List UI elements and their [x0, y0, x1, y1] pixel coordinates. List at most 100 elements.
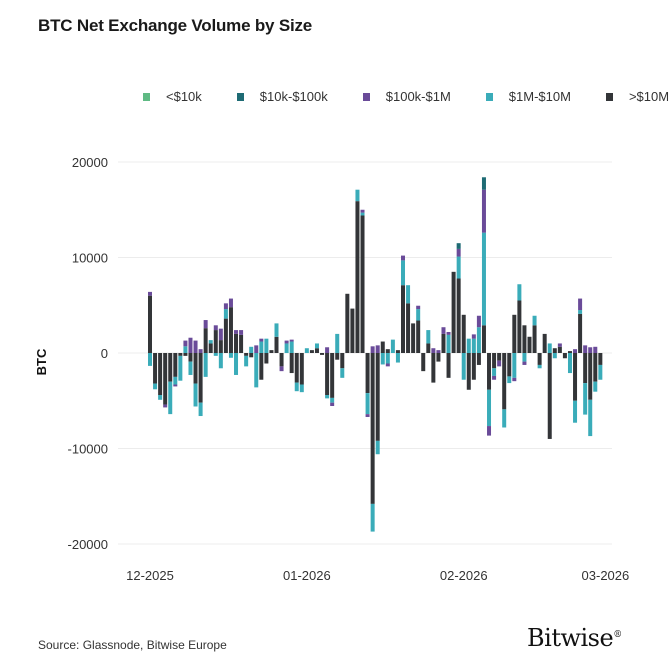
bar-segment [522, 361, 527, 365]
bar-segment [365, 353, 370, 394]
bar-segment [218, 353, 223, 369]
bar-segment [289, 339, 294, 342]
bar-segment [390, 339, 395, 353]
bar-segment [401, 260, 405, 286]
bar-segment [330, 397, 335, 403]
bar-segment [173, 384, 178, 387]
bar-segment [557, 343, 562, 347]
bar-segment [254, 345, 259, 353]
bar-segment [289, 341, 294, 353]
bar-segment [401, 255, 405, 261]
bar-segment [178, 353, 183, 356]
bar-segment [512, 314, 517, 353]
bar-segment [426, 330, 431, 344]
bar-segment [512, 353, 517, 378]
bar-segment [416, 320, 421, 353]
bar-segment [148, 295, 152, 353]
legend-item: >$10M [605, 89, 669, 104]
bar-segment [274, 323, 279, 337]
bar-segment [279, 366, 284, 372]
bar-segment [259, 341, 264, 353]
bar-segment [583, 383, 588, 415]
y-tick-label: 20000 [72, 155, 108, 170]
bar-segment [593, 381, 598, 392]
bar-segment [370, 346, 375, 353]
bar-segment [249, 346, 254, 353]
bar-segment [178, 355, 183, 381]
legend-item: <$10k [143, 89, 202, 104]
bar-segment [163, 404, 168, 408]
bar-segment [183, 353, 188, 356]
bar-segment [360, 209, 365, 213]
bar-segment [198, 402, 203, 417]
bar-segment [193, 383, 198, 407]
x-tick-label: 01-2026 [283, 568, 331, 583]
bar-segment [168, 353, 173, 382]
bar-segment [163, 353, 168, 405]
bar-segment [153, 353, 158, 384]
bar-segment [578, 313, 583, 353]
bar-segment [456, 256, 461, 279]
bar-segment [375, 353, 380, 441]
bar-segment [264, 338, 269, 353]
bar-segment [481, 177, 486, 190]
bar-segment [507, 353, 512, 377]
bar-segment [360, 212, 365, 216]
bar-segment [416, 305, 421, 310]
bar-segment [552, 348, 557, 353]
bar-segment [269, 350, 274, 353]
bar-segment [436, 353, 441, 362]
bar-segment [547, 343, 552, 353]
bitwise-logo: Bitwise® [527, 624, 622, 652]
legend-label: <$10k [166, 89, 202, 104]
bar-segment [446, 353, 451, 378]
bar-segment [330, 402, 335, 407]
bar-segment [481, 232, 486, 326]
y-tick-label: -10000 [68, 442, 108, 457]
bar-segment [325, 347, 330, 353]
bar-segment [264, 353, 269, 364]
bar-segment [456, 278, 461, 353]
bar-segment [385, 363, 390, 367]
bar-segment [578, 298, 583, 311]
bar-segment [254, 353, 259, 388]
bar-segment [299, 353, 304, 385]
bar-segment [502, 353, 507, 410]
bar-segment [476, 353, 481, 365]
bar-segment [193, 340, 198, 353]
bar-segment [456, 248, 461, 257]
bar-segment [208, 343, 213, 353]
bar-segment [416, 309, 421, 321]
y-axis-label: BTC [34, 348, 49, 375]
legend-label: $100k-$1M [385, 89, 451, 104]
bar-segment [325, 395, 330, 399]
bar-segment [355, 189, 360, 202]
bar-segment [532, 325, 537, 353]
bar-segment [188, 353, 193, 362]
bar-segment [183, 340, 188, 347]
bar-segment [446, 334, 451, 353]
bar-segment [213, 325, 218, 331]
bar-segment [304, 348, 309, 353]
legend-swatch [605, 92, 613, 101]
bar-segment [431, 353, 436, 383]
bar-segment [173, 353, 178, 377]
bar-segment [330, 353, 335, 398]
bar-segment [244, 353, 249, 356]
bar-segment [148, 353, 152, 366]
bar-segment [436, 350, 441, 353]
source-note: Source: Glassnode, Bitwise Europe [38, 638, 227, 652]
legend-item: $1M-$10M [485, 89, 571, 104]
bar-segment [223, 309, 228, 319]
bar-segment [228, 298, 233, 308]
bar-segment [547, 353, 552, 439]
bar-segment [203, 328, 208, 353]
bar-segment [223, 318, 228, 353]
bar-segment [299, 384, 304, 393]
bar-segment [583, 353, 588, 384]
bar-segment [487, 426, 492, 436]
bar-segment [593, 353, 598, 382]
bar-segment [375, 345, 380, 353]
bar-segment [309, 350, 314, 353]
